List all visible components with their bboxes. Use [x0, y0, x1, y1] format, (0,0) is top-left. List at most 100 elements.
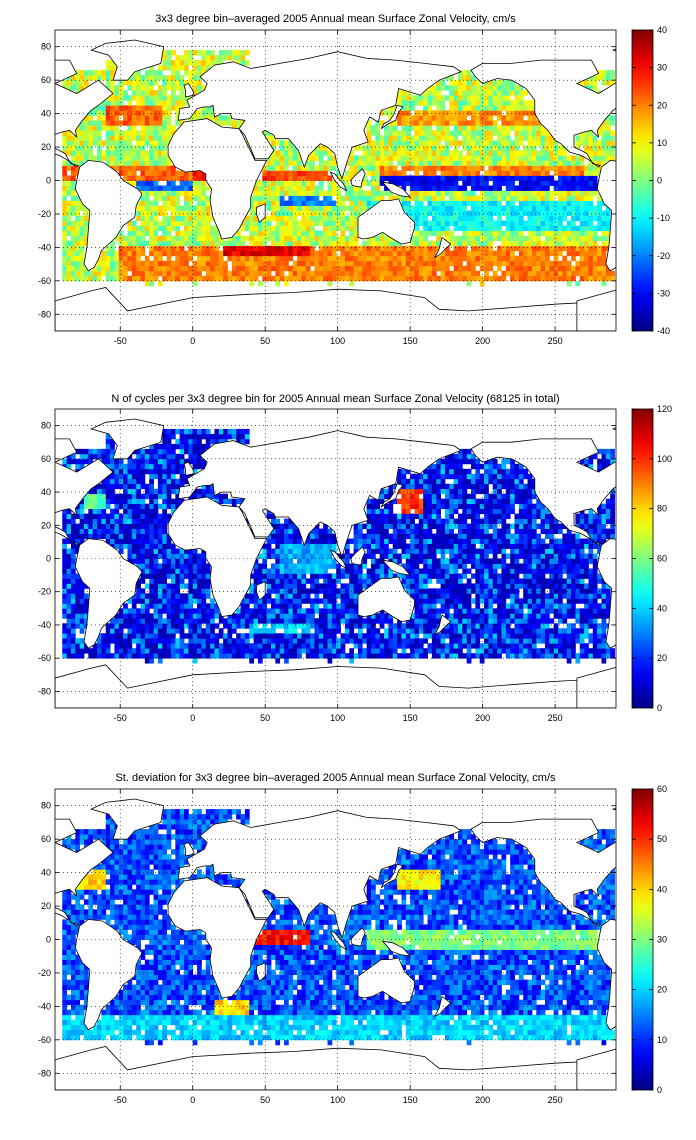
heatmap-cell — [331, 205, 337, 211]
heatmap-cell — [66, 643, 72, 649]
heatmap-cell — [197, 75, 202, 81]
heatmap-cell — [118, 478, 124, 485]
heatmap-cell — [553, 215, 559, 222]
heatmap-cell — [340, 260, 346, 267]
heatmap-cell — [479, 105, 485, 111]
heatmap-cell — [105, 260, 111, 267]
heatmap-cell — [397, 95, 402, 101]
heatmap-cell — [544, 215, 550, 222]
heatmap-cell — [153, 588, 159, 594]
heatmap-cell — [97, 533, 102, 539]
heatmap-cell — [505, 140, 511, 146]
heatmap-cell — [153, 593, 159, 599]
heatmap-cell — [588, 170, 594, 176]
heatmap-cell — [153, 170, 159, 176]
heatmap-cell — [466, 160, 472, 166]
heatmap-cell — [436, 105, 441, 111]
heatmap-cell — [101, 533, 107, 539]
heatmap-cell — [575, 175, 581, 181]
heatmap-cell — [92, 275, 98, 282]
heatmap-cell — [127, 613, 133, 619]
heatmap-cell — [118, 528, 124, 534]
heatmap-cell — [453, 175, 459, 181]
heatmap-cell — [153, 578, 159, 584]
heatmap-cell — [314, 185, 320, 191]
heatmap-cell — [205, 255, 211, 262]
heatmap-cell — [518, 190, 524, 196]
heatmap-cell — [436, 165, 441, 171]
heatmap-cell — [527, 100, 533, 106]
heatmap-cell — [175, 60, 181, 66]
heatmap-cell — [149, 483, 154, 490]
heatmap-cell — [110, 538, 115, 544]
heatmap-cell — [475, 165, 481, 171]
heatmap-cell — [214, 235, 220, 242]
heatmap-cell — [157, 90, 163, 96]
heatmap-cell — [418, 260, 424, 267]
heatmap-cell — [323, 205, 328, 211]
heatmap-cell — [471, 190, 476, 196]
heatmap-cell — [323, 250, 328, 257]
heatmap-cell — [444, 230, 450, 237]
heatmap-cell — [418, 130, 424, 136]
heatmap-cell — [131, 463, 137, 470]
heatmap-cell — [218, 428, 224, 435]
heatmap-cell — [123, 523, 128, 529]
heatmap-cell — [575, 215, 581, 222]
heatmap-cell — [244, 598, 250, 604]
heatmap-cell — [605, 150, 611, 156]
heatmap-cell — [531, 200, 537, 206]
heatmap-cell — [79, 85, 85, 91]
heatmap-cell — [70, 638, 76, 644]
heatmap-cell — [479, 240, 485, 247]
heatmap-cell — [431, 145, 437, 151]
heatmap-cell — [323, 170, 328, 176]
heatmap-cell — [488, 95, 494, 101]
heatmap-cell — [157, 608, 163, 614]
heatmap-cell — [484, 115, 489, 121]
heatmap-cell — [579, 230, 585, 237]
heatmap-cell — [153, 75, 159, 81]
heatmap-cell — [97, 275, 102, 282]
heatmap-cell — [318, 275, 324, 282]
heatmap-cell — [479, 100, 485, 106]
heatmap-cell — [197, 493, 202, 500]
heatmap-cell — [136, 135, 141, 141]
heatmap-cell — [601, 270, 607, 277]
heatmap-cell — [436, 215, 441, 222]
heatmap-cell — [592, 160, 598, 166]
heatmap-cell — [353, 215, 359, 222]
heatmap-cell — [284, 240, 289, 247]
heatmap-cell — [201, 598, 207, 604]
heatmap-cell — [70, 528, 76, 534]
heatmap-cell — [479, 155, 485, 161]
heatmap-cell — [305, 270, 311, 277]
heatmap-cell — [144, 255, 150, 262]
heatmap-cell — [462, 275, 468, 282]
heatmap-cell — [97, 120, 102, 126]
heatmap-cell — [405, 245, 411, 252]
heatmap-cell — [118, 543, 124, 549]
heatmap-cell — [592, 185, 598, 191]
heatmap-cell — [166, 55, 172, 61]
heatmap-cell — [349, 215, 355, 222]
heatmap-cell — [144, 648, 150, 654]
heatmap-cell — [97, 115, 102, 121]
heatmap-cell — [592, 85, 598, 91]
heatmap-cell — [497, 135, 502, 141]
heatmap-cell — [492, 130, 498, 136]
heatmap-cell — [210, 215, 215, 222]
heatmap-cell — [444, 205, 450, 211]
heatmap-cell — [592, 150, 598, 156]
heatmap-cell — [136, 548, 141, 554]
heatmap-cell — [123, 488, 128, 495]
heatmap-cell — [423, 130, 428, 136]
heatmap-cell — [62, 603, 67, 609]
heatmap-cell — [405, 130, 411, 136]
heatmap-cell — [105, 80, 111, 86]
heatmap-cell — [149, 80, 154, 86]
heatmap-cell — [505, 235, 511, 242]
heatmap-cell — [218, 653, 224, 659]
heatmap-cell — [75, 463, 81, 470]
heatmap-cell — [357, 275, 363, 282]
